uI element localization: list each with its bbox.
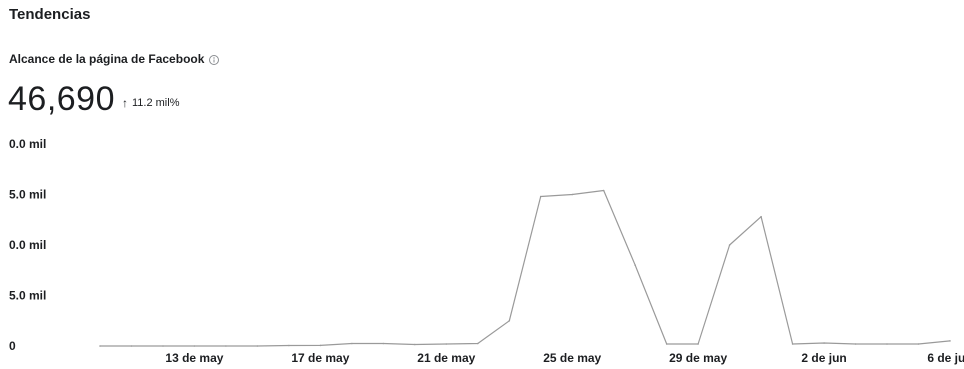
x-tick-label: 17 de may — [291, 351, 349, 365]
x-axis: 13 de may 17 de may 21 de may 25 de may 29 d… — [165, 351, 964, 365]
data-point — [351, 342, 353, 345]
x-tick-label: 6 de jun — [927, 351, 964, 365]
series-line — [100, 189, 951, 347]
data-point — [477, 342, 479, 345]
data-point — [728, 244, 731, 246]
delta-badge: ↑ 11.2 mil% — [122, 96, 179, 110]
metric-value: 46,690 — [8, 80, 115, 118]
data-point — [665, 343, 668, 345]
series-layer — [99, 189, 951, 347]
data-point — [414, 343, 416, 346]
data-point — [949, 340, 951, 342]
data-point — [886, 343, 888, 345]
data-point — [823, 342, 825, 344]
metric-summary: 46,690 ↑ 11.2 mil% — [8, 80, 179, 118]
y-tick-label: 0.0 mil — [9, 238, 46, 252]
data-point — [319, 344, 322, 347]
y-axis: 0.0 mil 5.0 mil 0.0 mil 5.0 mil 0 — [9, 137, 46, 353]
data-point — [602, 189, 605, 192]
metric-label: Alcance de la página de Facebook — [9, 52, 205, 66]
arrow-up-icon: ↑ — [122, 96, 128, 110]
data-point — [193, 345, 196, 347]
data-point — [634, 264, 636, 267]
data-point — [162, 345, 164, 347]
info-icon[interactable] — [208, 53, 220, 65]
delta-text: 11.2 mil% — [132, 97, 180, 109]
y-tick-label: 0.0 mil — [9, 137, 46, 151]
data-point — [256, 345, 259, 347]
data-point — [225, 345, 227, 347]
data-point — [791, 343, 794, 345]
data-point — [445, 343, 448, 345]
data-point — [539, 195, 542, 198]
x-tick-label: 2 de jun — [801, 351, 846, 365]
data-point — [760, 215, 762, 218]
data-point — [288, 344, 290, 347]
x-tick-label: 25 de may — [543, 351, 601, 365]
data-point — [697, 343, 699, 345]
data-point — [917, 343, 920, 345]
data-point — [854, 343, 857, 345]
data-point — [508, 320, 511, 322]
data-point — [571, 193, 573, 196]
data-point — [99, 345, 101, 347]
x-tick-label: 13 de may — [165, 351, 223, 365]
y-tick-label: 0 — [9, 339, 16, 353]
x-tick-label: 21 de may — [417, 351, 475, 365]
y-tick-label: 5.0 mil — [9, 188, 46, 202]
y-tick-label: 5.0 mil — [9, 289, 46, 303]
data-point — [382, 342, 385, 345]
data-point — [130, 345, 133, 347]
metric-header: Alcance de la página de Facebook — [9, 52, 220, 66]
x-tick-label: 29 de may — [669, 351, 727, 365]
section-title: Tendencias — [9, 6, 91, 23]
